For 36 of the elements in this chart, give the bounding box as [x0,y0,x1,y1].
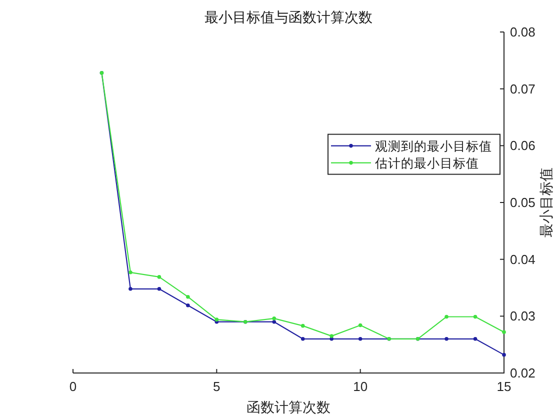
y-axis-title: 最小目标值 [538,168,554,238]
point [186,303,190,308]
point [473,337,478,341]
x-tick-label: 0 [69,379,77,394]
y-tick-label: 0.03 [510,308,536,324]
y-tick-label: 0.05 [510,195,536,210]
point [502,352,506,357]
point [157,275,162,279]
legend-label: 估计的最小目标值 [374,156,479,170]
x-tick-label: 15 [496,379,512,394]
y-tick-label: 0.06 [510,138,536,154]
legend-label: 观测到的最小目标值 [375,139,492,154]
point [186,294,190,299]
x-tick-label: 5 [213,379,220,394]
point [300,337,305,341]
point [272,320,276,324]
point [330,334,334,338]
chart-title: 最小目标值与函数计算次数 [204,10,372,26]
y-tick-label: 0.07 [510,81,536,96]
point [214,318,219,322]
y-tick-label: 0.02 [510,366,536,380]
x-axis-title: 函数计算次数 [246,399,330,415]
point [502,330,506,334]
point [128,286,132,291]
point [300,324,305,328]
y-tick-label: 0.04 [510,252,536,267]
point [444,314,448,319]
point [128,270,132,274]
point [444,337,448,341]
point [157,286,162,291]
point [358,323,362,328]
y-tick-label: 0.08 [510,24,536,40]
point [358,337,362,341]
point [272,316,276,320]
x-tick-label: 10 [353,379,368,394]
point [473,314,478,319]
